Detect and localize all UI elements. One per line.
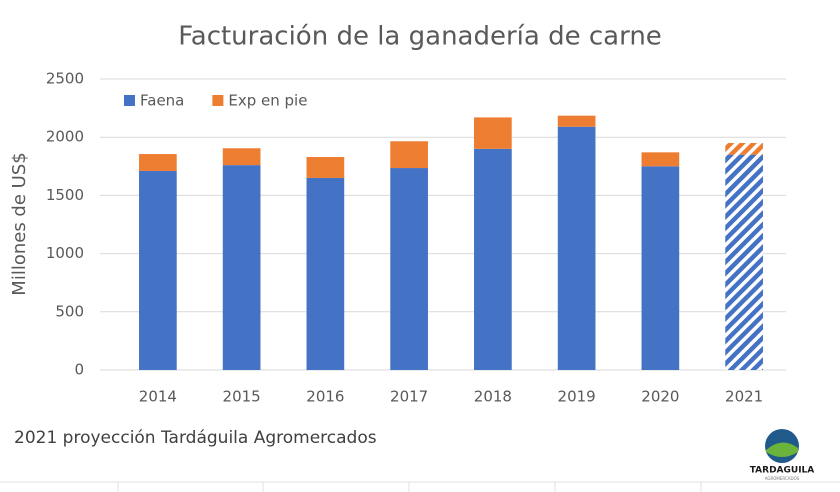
y-tick-label: 2500 xyxy=(46,70,84,88)
x-tick-label: 2016 xyxy=(306,388,344,406)
logo-subtitle: AGROMERCADOS xyxy=(765,476,800,481)
note: 2021 proyección Tardáguila Agromercados xyxy=(14,428,377,448)
x-tick-label: 2015 xyxy=(223,388,261,406)
bar-segment xyxy=(474,117,512,149)
y-tick-label: 1500 xyxy=(46,186,84,204)
y-axis-label: Millones de US$ xyxy=(9,152,30,295)
bar-segment xyxy=(390,141,428,169)
bar-segment xyxy=(641,152,680,167)
logo-icon xyxy=(766,442,798,457)
bar-segment xyxy=(139,154,177,171)
legend-swatch xyxy=(212,95,224,106)
legend-label: Exp en pie xyxy=(228,92,307,110)
logo-name: TARDAGUILA xyxy=(750,466,815,476)
bar-segment xyxy=(641,166,680,370)
x-tick-label: 2021 xyxy=(725,388,763,406)
bar-segment xyxy=(222,165,261,370)
x-tick-label: 2020 xyxy=(641,388,679,406)
frame-lines xyxy=(0,481,840,492)
bar-segment xyxy=(557,115,596,127)
bar-segment xyxy=(557,126,596,370)
y-tick-label: 2000 xyxy=(46,128,84,146)
x-tick-label: 2014 xyxy=(139,388,177,406)
bar-segment xyxy=(306,156,345,178)
logo: TARDAGUILA AGROMERCADOS xyxy=(750,429,815,481)
x-tick-label: 2019 xyxy=(558,388,596,406)
x-tick-label: 2018 xyxy=(474,388,512,406)
legend-swatch xyxy=(124,95,135,106)
bar-segment xyxy=(474,148,512,370)
bar-segment xyxy=(306,177,345,370)
legend-label: Faena xyxy=(140,92,184,110)
y-tick-label: 1000 xyxy=(46,244,84,262)
chart-title: Facturación de la ganadería de carne xyxy=(178,22,662,52)
bar-segment xyxy=(222,148,261,166)
y-tick-label: 0 xyxy=(74,361,84,379)
x-tick-label: 2017 xyxy=(390,388,428,406)
y-tick-label: 500 xyxy=(55,302,84,320)
bar-segment xyxy=(725,154,763,370)
bar-segment xyxy=(725,143,763,155)
bar-segment xyxy=(139,170,177,370)
bar-segment xyxy=(390,168,428,370)
